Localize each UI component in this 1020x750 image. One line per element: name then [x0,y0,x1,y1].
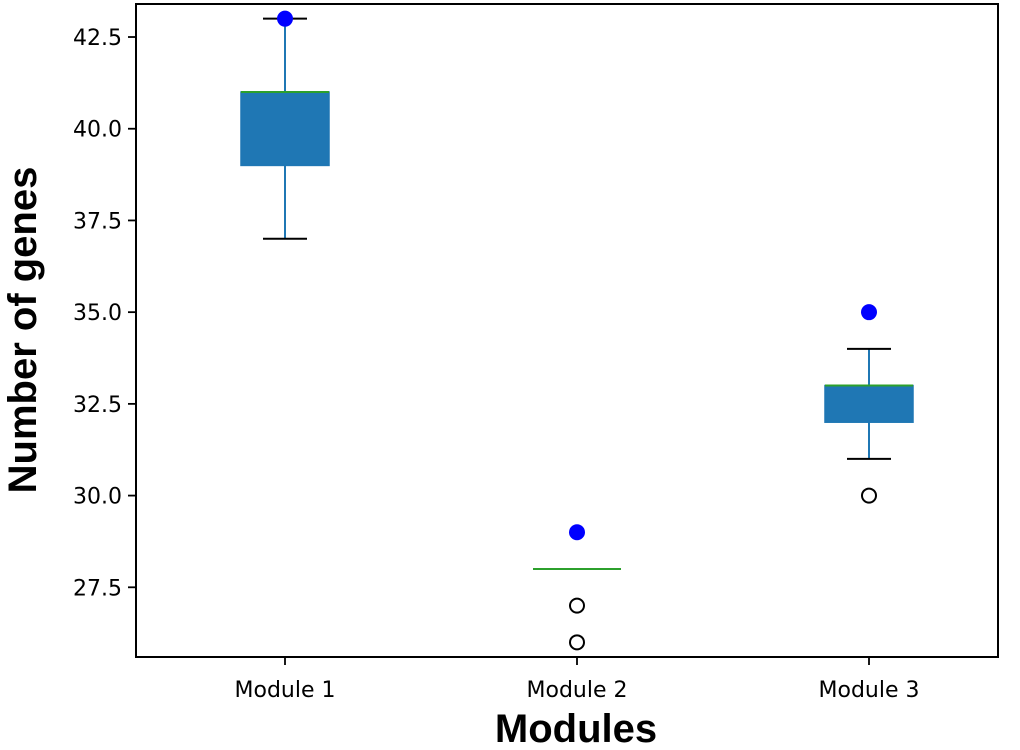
y-tick-label: 27.5 [73,576,122,601]
x-axis-ticks: Module 1 Module 2 Module 3 [235,657,920,703]
box-2 [533,524,621,651]
box-3 [824,304,914,504]
outlier-point [569,597,585,614]
highlight-point [277,10,293,27]
outlier-point [861,487,877,504]
y-tick-label: 42.5 [73,26,122,51]
box-body [824,384,914,423]
y-tick-label: 32.5 [73,393,122,418]
y-axis-title: Number of genes [1,167,45,494]
y-tick-label: 35.0 [73,301,122,326]
x-tick-label: Module 1 [235,678,336,703]
y-tick-label: 37.5 [73,209,122,234]
outlier-point [569,634,585,651]
y-axis-ticks: 27.5 30.0 32.5 35.0 37.5 40.0 42.5 [73,26,136,601]
highlight-point [861,304,877,321]
box-1 [240,10,330,240]
x-tick-label: Module 3 [819,678,920,703]
boxes-layer [240,10,914,651]
box-body [240,91,330,167]
y-tick-label: 40.0 [73,118,122,143]
x-axis-title: Modules [495,707,657,750]
highlight-point [569,524,585,541]
x-tick-label: Module 2 [527,678,628,703]
y-tick-label: 30.0 [73,485,122,510]
